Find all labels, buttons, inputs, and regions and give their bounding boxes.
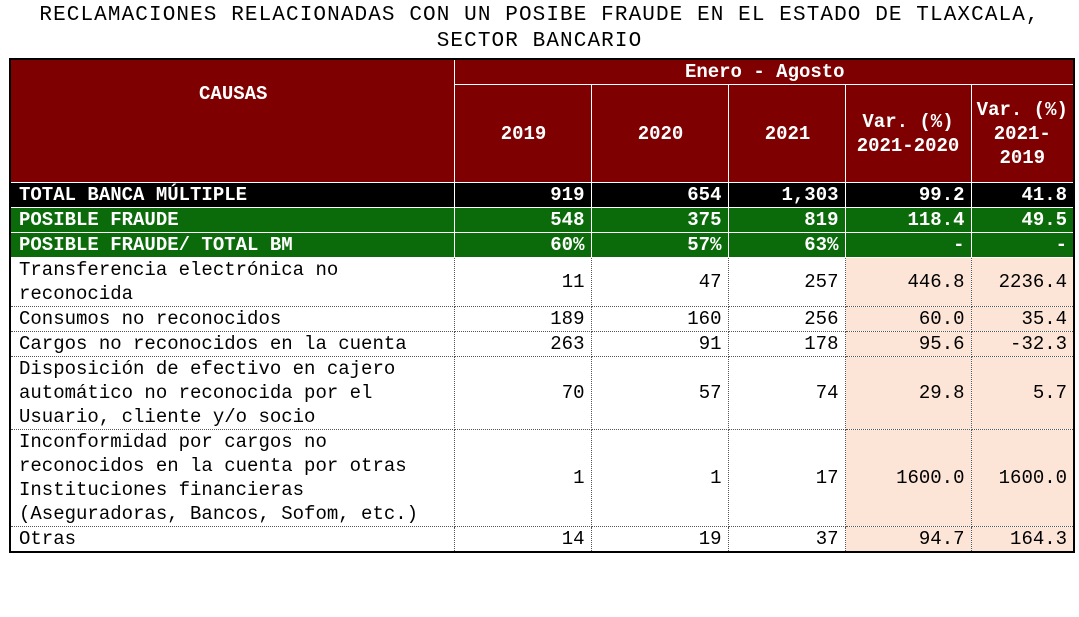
value-cell: 160 [590, 306, 729, 332]
cause-cell: Cargos no reconocidos en la cuenta [9, 331, 455, 357]
value-cell: 2236.4 [970, 257, 1075, 307]
value-cell: 1600.0 [970, 429, 1075, 527]
value-cell: 178 [727, 331, 846, 357]
value-cell: 256 [727, 306, 846, 332]
column-header: Var. (%) 2021-2019 [970, 84, 1075, 183]
value-cell: 94.7 [844, 526, 972, 553]
title: RECLAMACIONES RELACIONADAS CON UN POSIBE… [0, 0, 1079, 53]
table-row: TOTAL BANCA MÚLTIPLE 919 654 1,303 99.2 41.8 [9, 182, 1075, 208]
value-cell: -32.3 [970, 331, 1075, 357]
value-cell: 29.8 [844, 356, 972, 430]
value-cell: 17 [727, 429, 846, 527]
value-cell: 63% [727, 232, 846, 258]
title-line: RECLAMACIONES RELACIONADAS CON UN POSIBE… [39, 4, 1040, 27]
value-cell: 1,303 [727, 182, 846, 208]
value-cell: 35.4 [970, 306, 1075, 332]
table-row: POSIBLE FRAUDE 548 375 819 118.4 49.5 [9, 207, 1075, 233]
value-cell: 47 [590, 257, 729, 307]
table-row: Transferencia electrónica no reconocida 1… [9, 257, 1075, 307]
value-cell: 919 [453, 182, 592, 208]
value-cell: 1600.0 [844, 429, 972, 527]
table-row: Disposición de efectivo en cajero automá… [9, 356, 1075, 430]
value-cell: 263 [453, 331, 592, 357]
cause-cell: Consumos no reconocidos [9, 306, 455, 332]
value-cell: 74 [727, 356, 846, 430]
cause-cell: POSIBLE FRAUDE [9, 207, 455, 233]
cause-cell: Inconformidad por cargos no reconocidos … [9, 429, 455, 527]
value-cell: 91 [590, 331, 729, 357]
title-line: SECTOR BANCARIO [436, 30, 643, 53]
value-cell: 57% [590, 232, 729, 258]
column-header: 2019 [453, 84, 592, 183]
value-cell: 164.3 [970, 526, 1075, 553]
value-cell: 1 [590, 429, 729, 527]
value-cell: 548 [453, 207, 592, 233]
value-cell: 654 [590, 182, 729, 208]
table: CAUSAS Enero - Agosto 2019 2020 2021 Var. (… [9, 58, 1076, 553]
column-header: 2020 [590, 84, 729, 183]
period-header: Enero - Agosto [453, 58, 1075, 85]
value-cell: 70 [453, 356, 592, 430]
value-cell: 95.6 [844, 331, 972, 357]
value-cell: 19 [590, 526, 729, 553]
column-header: 2021 [727, 84, 846, 183]
cause-cell: Otras [9, 526, 455, 553]
value-cell: 49.5 [970, 207, 1075, 233]
cause-cell: POSIBLE FRAUDE/ TOTAL BM [9, 232, 455, 258]
row-header: CAUSAS [9, 58, 455, 183]
cause-cell: Disposición de efectivo en cajero automá… [9, 356, 455, 430]
value-cell: 189 [453, 306, 592, 332]
value-cell: 5.7 [970, 356, 1075, 430]
value-cell: - [970, 232, 1075, 258]
table-row: Inconformidad por cargos no reconocidos … [9, 429, 1075, 527]
value-cell: 57 [590, 356, 729, 430]
value-cell: 14 [453, 526, 592, 553]
value-cell: 118.4 [844, 207, 972, 233]
cause-cell: TOTAL BANCA MÚLTIPLE [9, 182, 455, 208]
value-cell: 257 [727, 257, 846, 307]
table-row: Consumos no reconocidos 189 160 256 60.0 35.4 [9, 306, 1075, 332]
table-row: Cargos no reconocidos en la cuenta 263 91 1… [9, 331, 1075, 357]
value-cell: 99.2 [844, 182, 972, 208]
value-cell: 37 [727, 526, 846, 553]
cause-cell: Transferencia electrónica no reconocida [9, 257, 455, 307]
value-cell: 41.8 [970, 182, 1075, 208]
value-cell: 60% [453, 232, 592, 258]
value-cell: 11 [453, 257, 592, 307]
value-cell: 819 [727, 207, 846, 233]
value-cell: 60.0 [844, 306, 972, 332]
value-cell: 446.8 [844, 257, 972, 307]
table-row: POSIBLE FRAUDE/ TOTAL BM 60% 57% 63% - - [9, 232, 1075, 258]
value-cell: 1 [453, 429, 592, 527]
column-header: Var. (%) 2021-2020 [844, 84, 972, 183]
value-cell: - [844, 232, 972, 258]
table-row: Otras 14 19 37 94.7 164.3 [9, 526, 1075, 553]
value-cell: 375 [590, 207, 729, 233]
